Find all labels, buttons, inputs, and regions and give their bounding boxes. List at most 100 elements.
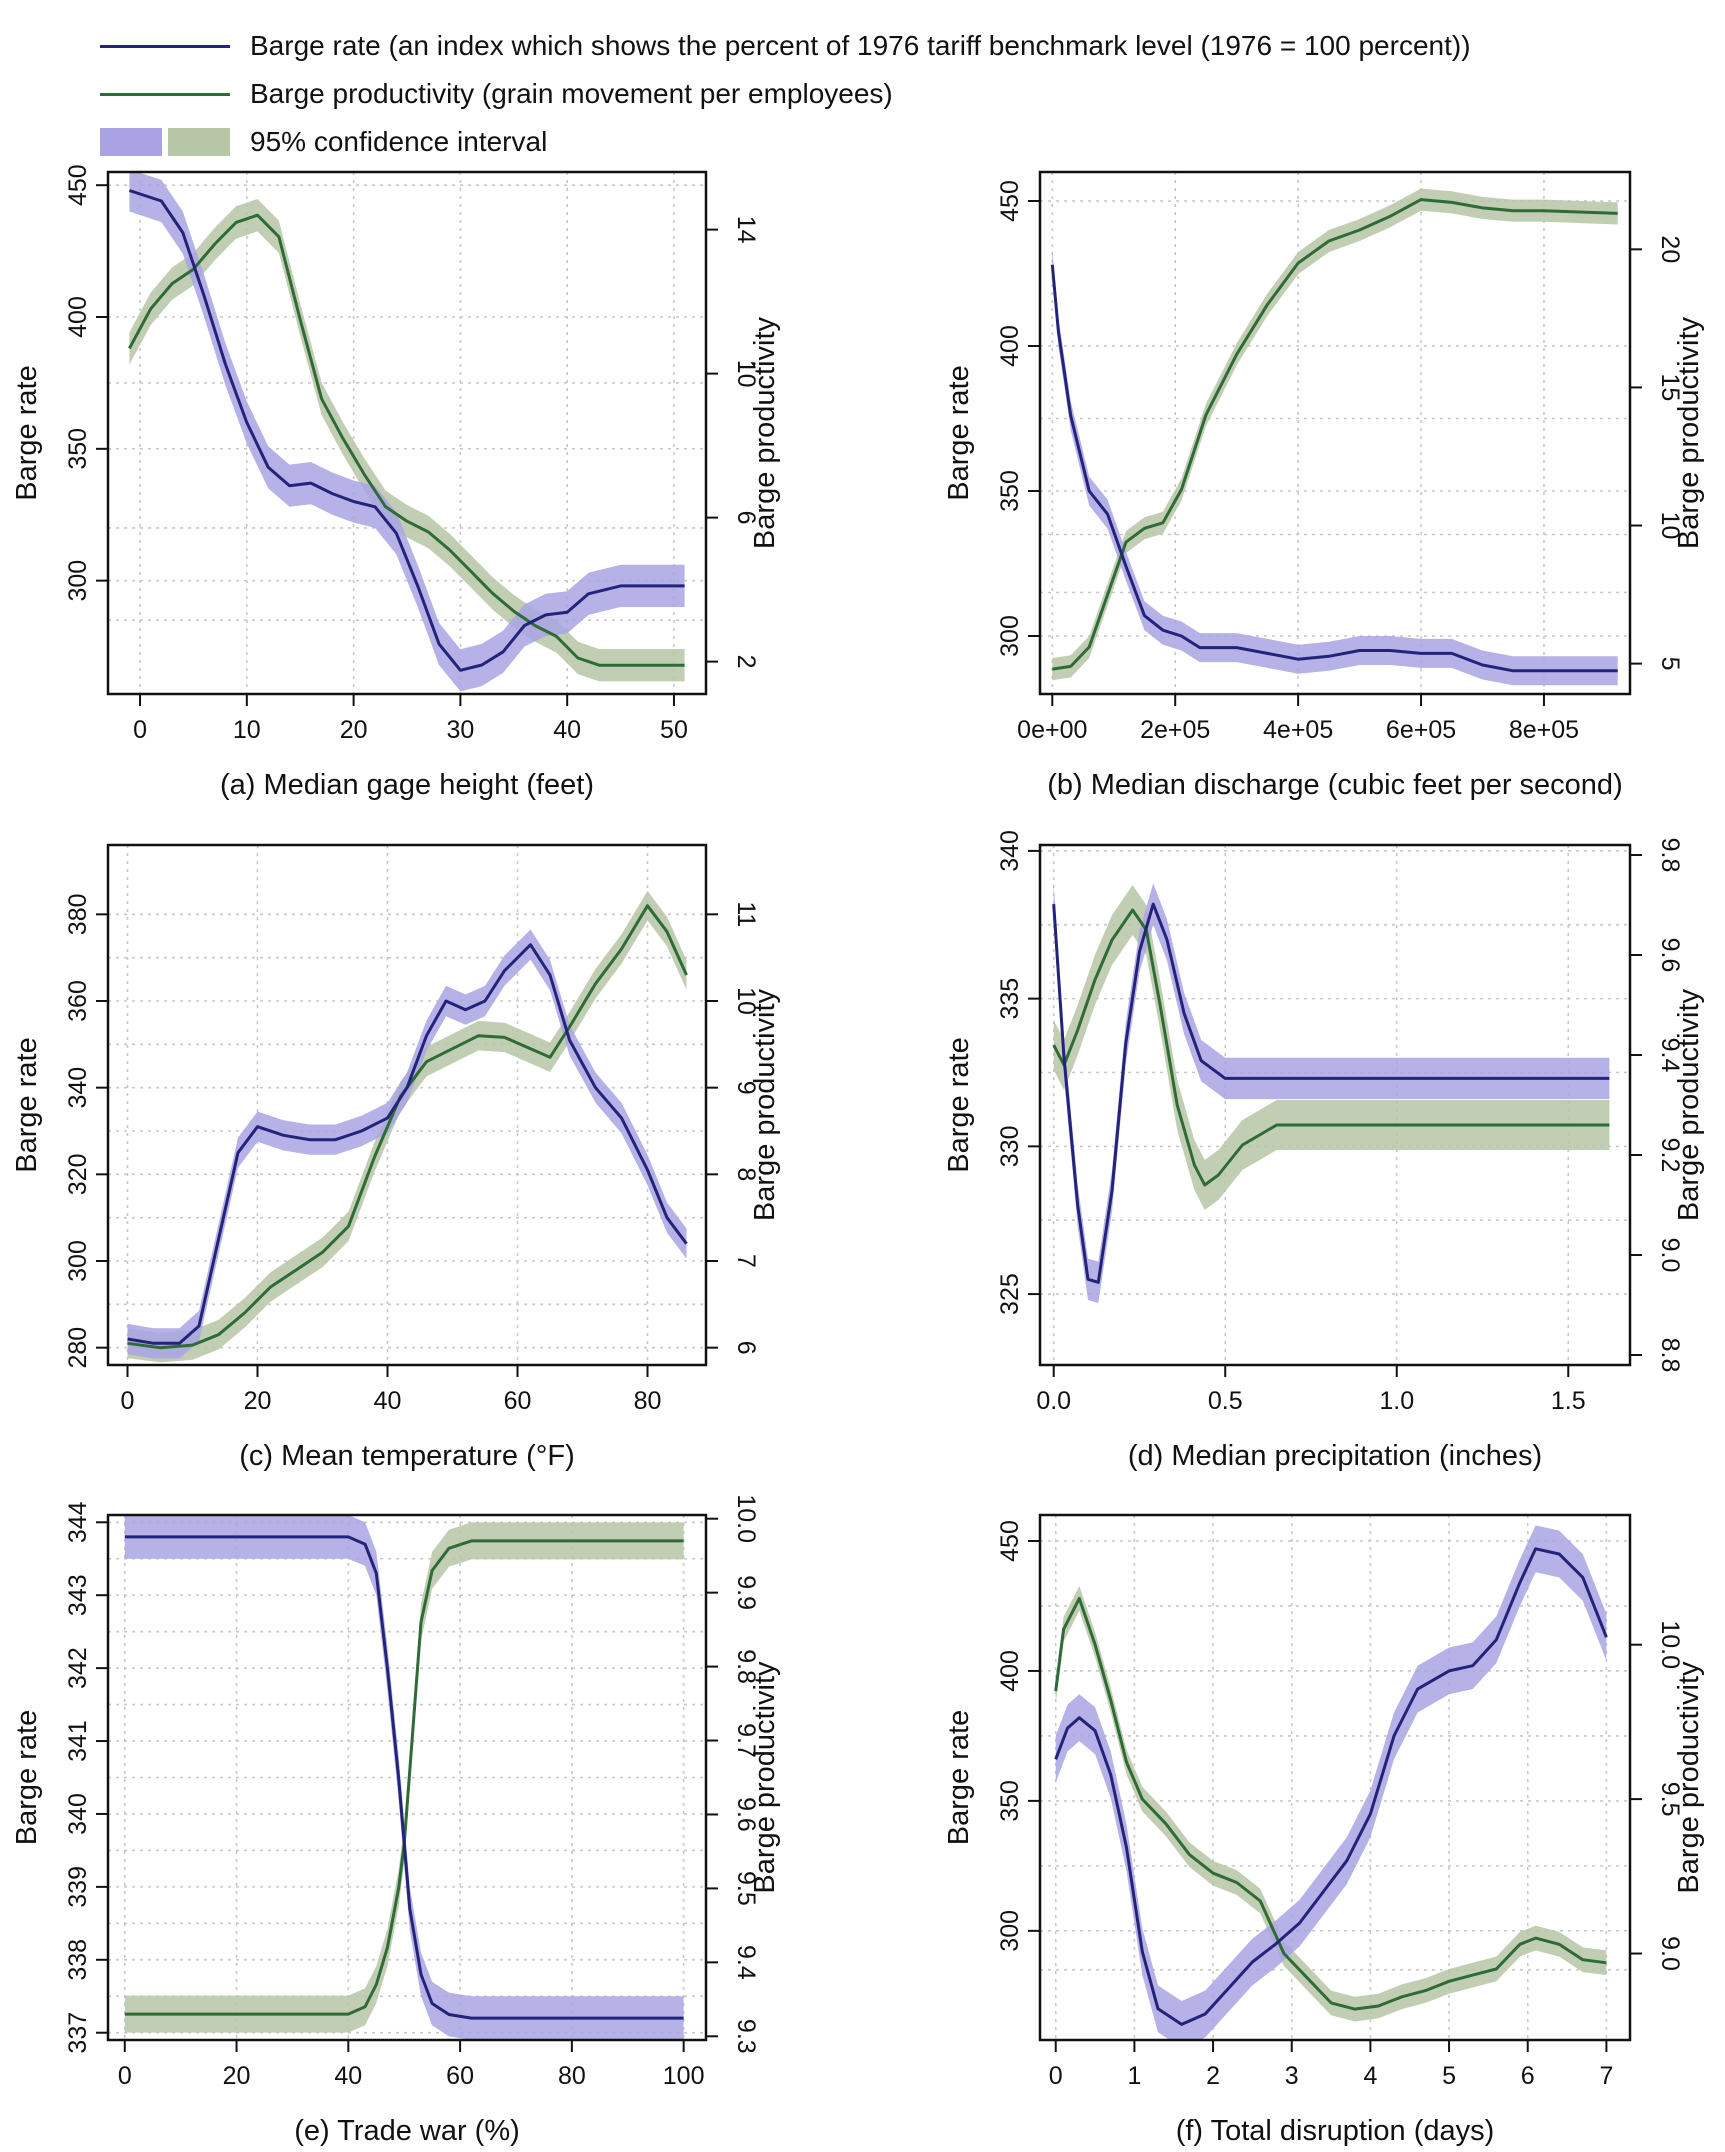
y-right-tick-label: 9.2 bbox=[1656, 1138, 1684, 1173]
ci-band-productivity bbox=[127, 890, 687, 1363]
y-right-tick-label: 10 bbox=[732, 987, 760, 1015]
series-line-productivity bbox=[1052, 908, 1610, 1187]
y-left-tick-label: 350 bbox=[996, 1780, 1024, 1822]
y-left-tick-label: 343 bbox=[64, 1574, 92, 1616]
x-tick-label: 100 bbox=[663, 2062, 705, 2090]
y-left-tick-label: 400 bbox=[64, 296, 92, 338]
series-line-barge-rate bbox=[127, 943, 688, 1345]
x-tick-label: 40 bbox=[553, 716, 581, 744]
y-right-tick-label: 20 bbox=[1656, 235, 1684, 263]
y-right-tick-label: 10 bbox=[1656, 512, 1684, 540]
x-tick-label: 20 bbox=[244, 1387, 272, 1415]
y-right-tick-label: 10.0 bbox=[732, 1494, 760, 1543]
series-line-barge-rate bbox=[1050, 264, 1618, 673]
ci-band-barge-rate bbox=[1055, 1525, 1607, 2040]
plot-area bbox=[1050, 188, 1618, 686]
y-right-tick-label: 9.0 bbox=[1656, 1936, 1684, 1971]
y-left-tick-label: 344 bbox=[64, 1501, 92, 1543]
panel-title: (e) Trade war (%) bbox=[294, 2115, 520, 2147]
panel-title: (b) Median discharge (cubic feet per sec… bbox=[1047, 769, 1622, 801]
ci-band-productivity bbox=[1053, 885, 1610, 1210]
y-left-tick-label: 341 bbox=[64, 1720, 92, 1762]
y-left-tick-label: 350 bbox=[64, 428, 92, 470]
y-left-axis-label: Barge rate bbox=[11, 1710, 43, 1845]
series-line-barge-rate bbox=[1052, 902, 1610, 1284]
series-line-barge-rate bbox=[124, 1535, 684, 2020]
ci-band-barge-rate bbox=[1052, 250, 1618, 686]
plot-frame bbox=[1038, 170, 1632, 696]
chart-panel-5: 0 1 2 3 4 5 6 7 300 350 400 450 9.0 9.5 10.0 Barge rate… bbox=[943, 1513, 1705, 2147]
y-left-tick-label: 300 bbox=[996, 1910, 1024, 1952]
y-right-tick-label: 9.8 bbox=[732, 1649, 760, 1684]
y-left-tick-label: 360 bbox=[64, 980, 92, 1022]
y-left-tick-label: 337 bbox=[64, 2012, 92, 2054]
plot-area bbox=[124, 1515, 684, 2040]
x-tick-label: 0.5 bbox=[1208, 1387, 1243, 1415]
chart-panel-3: 0.0 0.5 1.0 1.5 325 330 335 340 8.8 9.0 9.2 9.4 9.6 9… bbox=[943, 830, 1705, 1472]
y-right-axis-label: Barge productivity bbox=[1673, 316, 1705, 549]
panel-title: (c) Mean temperature (°F) bbox=[239, 1440, 575, 1472]
y-left-tick-label: 380 bbox=[64, 893, 92, 935]
x-tick-label: 40 bbox=[334, 2062, 362, 2090]
x-tick-label: 30 bbox=[446, 716, 474, 744]
chart-panel-2: 0 20 40 60 80 280 300 320 340 360 380 6 7 8 9 10 11 Barge… bbox=[11, 843, 781, 1472]
y-right-tick-label: 8.8 bbox=[1656, 1338, 1684, 1373]
x-tick-label: 40 bbox=[374, 1387, 402, 1415]
plot-frame bbox=[1038, 843, 1632, 1367]
plot-frame bbox=[106, 843, 708, 1367]
x-tick-label: 0 bbox=[1049, 2062, 1063, 2090]
y-left-tick-label: 338 bbox=[64, 1939, 92, 1981]
y-right-tick-label: 9.8 bbox=[1656, 838, 1684, 873]
x-tick-label: 0e+00 bbox=[1017, 716, 1087, 744]
y-left-tick-label: 280 bbox=[64, 1327, 92, 1369]
y-left-tick-label: 400 bbox=[996, 325, 1024, 367]
y-right-tick-label: 2 bbox=[732, 655, 760, 669]
y-left-tick-label: 340 bbox=[64, 1793, 92, 1835]
legend-swatch-ci bbox=[100, 128, 230, 156]
plot-area bbox=[128, 172, 685, 692]
x-tick-label: 7 bbox=[1599, 2062, 1613, 2090]
y-right-tick-label: 10 bbox=[732, 360, 760, 388]
plot-frame bbox=[106, 1513, 708, 2042]
plot-frame bbox=[1038, 1513, 1632, 2042]
legend-swatch-barge-rate bbox=[100, 32, 230, 60]
x-tick-label: 10 bbox=[233, 716, 261, 744]
gridlines bbox=[108, 845, 706, 1365]
panel-title: (f) Total disruption (days) bbox=[1176, 2115, 1495, 2147]
y-right-tick-label: 9.0 bbox=[1656, 1238, 1684, 1273]
ci-band-barge-rate bbox=[129, 172, 685, 692]
x-tick-label: 1.0 bbox=[1379, 1387, 1414, 1415]
panel-title: (a) Median gage height (feet) bbox=[220, 769, 594, 801]
ci-band-barge-rate bbox=[1053, 883, 1610, 1303]
ci-band-productivity bbox=[1055, 1586, 1607, 2022]
legend-label-productivity: Barge productivity (grain movement per e… bbox=[250, 78, 893, 109]
x-tick-label: 0 bbox=[133, 716, 147, 744]
y-right-tick-label: 9 bbox=[732, 1081, 760, 1095]
y-left-axis-label: Barge rate bbox=[11, 1037, 43, 1172]
y-right-tick-label: 5 bbox=[1656, 657, 1684, 671]
x-tick-label: 5 bbox=[1442, 2062, 1456, 2090]
y-right-tick-label: 7 bbox=[732, 1254, 760, 1268]
y-right-tick-label: 8 bbox=[732, 1167, 760, 1181]
y-left-tick-label: 330 bbox=[996, 1126, 1024, 1168]
x-tick-label: 3 bbox=[1285, 2062, 1299, 2090]
y-right-tick-label: 11 bbox=[732, 901, 760, 927]
plot-frame bbox=[106, 170, 708, 696]
y-right-tick-label: 10.0 bbox=[1656, 1620, 1684, 1669]
series-line-productivity bbox=[128, 213, 685, 667]
x-tick-label: 6 bbox=[1521, 2062, 1535, 2090]
y-left-tick-label: 450 bbox=[996, 1520, 1024, 1562]
y-left-tick-label: 339 bbox=[64, 1866, 92, 1908]
y-left-tick-label: 300 bbox=[64, 1240, 92, 1282]
y-right-tick-label: 9.3 bbox=[732, 2019, 760, 2054]
x-tick-label: 2e+05 bbox=[1140, 716, 1210, 744]
y-right-tick-label: 9.5 bbox=[732, 1871, 760, 1906]
x-tick-label: 60 bbox=[446, 2062, 474, 2090]
series-line-productivity bbox=[1054, 1596, 1607, 2011]
y-left-tick-label: 450 bbox=[64, 164, 92, 206]
legend-label-barge-rate: Barge rate (an index which shows the per… bbox=[250, 30, 1471, 61]
x-tick-label: 1.5 bbox=[1551, 1387, 1586, 1415]
y-left-tick-label: 335 bbox=[996, 978, 1024, 1020]
y-right-tick-label: 15 bbox=[1656, 374, 1684, 402]
